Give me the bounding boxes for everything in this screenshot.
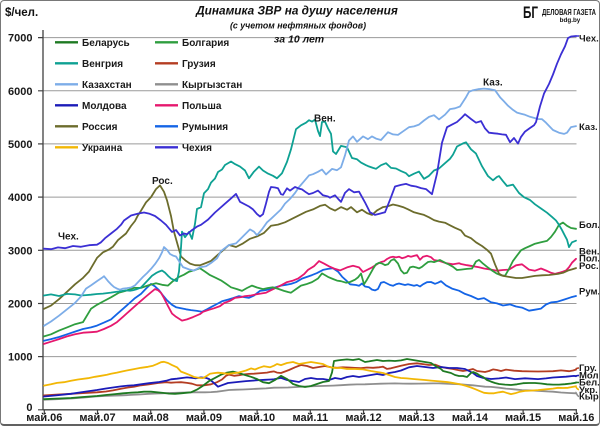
svg-text:Каз.: Каз. [579,122,598,133]
svg-text:0: 0 [26,402,32,414]
svg-text:май.09: май.09 [186,412,222,424]
svg-text:май.13: май.13 [399,412,435,424]
svg-text:2000: 2000 [8,299,32,311]
svg-text:Казахстан: Казахстан [82,80,132,91]
svg-text:Пол.: Пол. [579,254,599,265]
svg-text:Грузия: Грузия [182,59,216,70]
svg-text:Кыргызстан: Кыргызстан [182,80,242,91]
svg-text:3000: 3000 [8,245,32,257]
svg-text:Бел.: Бел. [579,378,599,389]
svg-text:Румыния: Румыния [182,122,228,133]
svg-text:май.14: май.14 [452,412,489,424]
svg-text:Болгария: Болгария [182,38,229,49]
svg-text:Бол.: Бол. [579,220,599,231]
svg-text:Каз.: Каз. [483,78,503,89]
svg-text:май.12: май.12 [345,412,381,424]
svg-text:bdg.by: bdg.by [560,17,581,24]
svg-text:май.07: май.07 [79,412,115,424]
svg-text:4000: 4000 [8,192,32,204]
svg-text:ДЕЛОВАЯ ГАЗЕТА: ДЕЛОВАЯ ГАЗЕТА [542,8,596,17]
svg-text:май.06: май.06 [26,412,62,424]
svg-text:(с учетом нефтяных фондов): (с учетом нефтяных фондов) [230,21,366,31]
svg-text:5000: 5000 [8,139,32,151]
svg-text:Польша: Польша [182,101,222,112]
svg-text:май.16: май.16 [558,412,594,424]
svg-text:Мол.: Мол. [579,371,599,382]
svg-text:Чехия: Чехия [182,143,212,154]
svg-text:Рум.: Рум. [579,287,599,298]
svg-text:май.08: май.08 [133,412,169,424]
svg-text:Динамика ЗВР на душу населения: Динамика ЗВР на душу населения [195,4,398,18]
svg-text:Рос.: Рос. [152,176,173,187]
svg-text:май.15: май.15 [505,412,541,424]
svg-text:Молдова: Молдова [82,101,127,112]
svg-text:Кыр.: Кыр. [579,392,599,403]
svg-text:май.11: май.11 [293,412,329,424]
svg-text:Вен.: Вен. [579,247,599,258]
svg-text:БГ: БГ [523,4,538,22]
svg-text:май.10: май.10 [239,412,275,424]
svg-text:Гру.: Гру. [579,363,597,374]
svg-text:Венгрия: Венгрия [82,59,123,70]
svg-text:6000: 6000 [8,86,32,98]
svg-text:Рос.: Рос. [579,261,599,272]
svg-text:$/чел.: $/чел. [5,7,38,19]
svg-text:Украина: Украина [82,143,123,154]
svg-text:Чех.: Чех. [579,34,599,45]
svg-text:Россия: Россия [82,122,118,133]
svg-text:за 10 лет: за 10 лет [274,34,324,46]
svg-text:Беларусь: Беларусь [82,38,130,49]
svg-text:7000: 7000 [8,33,32,45]
svg-text:Укр.: Укр. [579,385,598,396]
svg-text:Вен.: Вен. [314,114,336,125]
svg-text:Чех.: Чех. [58,232,79,243]
svg-text:1000: 1000 [8,352,32,364]
